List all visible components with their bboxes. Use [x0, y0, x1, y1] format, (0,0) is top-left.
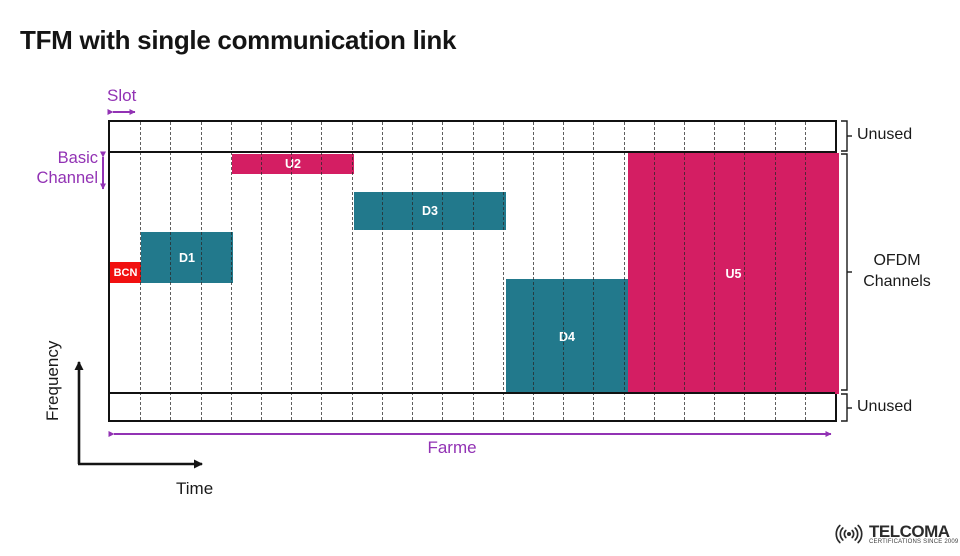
- block-label: U2: [285, 157, 301, 171]
- allocation-block-u5: U5: [628, 153, 839, 394]
- unused-bottom-label: Unused: [857, 398, 913, 415]
- slot-gridline: [412, 122, 414, 420]
- allocation-block-bcn: BCN: [110, 262, 141, 283]
- tfm-grid: BCN D1 U2 D3 D4 U5: [108, 120, 839, 422]
- unused-top-label: Unused: [857, 126, 913, 143]
- slot-gridline: [683, 122, 685, 420]
- allocation-block-u2: U2: [232, 154, 354, 174]
- frame-label: Farme: [427, 438, 477, 457]
- block-label: U5: [725, 266, 742, 281]
- slot-gridline: [804, 122, 806, 420]
- slot-gridline: [623, 122, 625, 420]
- time-axis-label: Time: [176, 479, 214, 498]
- slot-gridline: [261, 122, 263, 420]
- slot-gridline: [593, 122, 595, 420]
- logo-brand-text: TELCOMA: [869, 521, 950, 541]
- slot-gridline: [653, 122, 655, 420]
- telcoma-logo: TELCOMA CERTIFICATIONS SINCE 2009: [831, 521, 958, 547]
- slot-gridline: [170, 122, 172, 420]
- allocation-block-d1: D1: [141, 232, 233, 283]
- frequency-axis-label: Frequency: [43, 340, 62, 421]
- slot-gridline: [563, 122, 565, 420]
- slot-gridline: [774, 122, 776, 420]
- slot-gridline: [291, 122, 293, 420]
- slot-gridline: [532, 122, 534, 420]
- unused-top-boundary-line: [110, 151, 835, 153]
- block-label: D3: [422, 204, 438, 218]
- slot-gridline: [744, 122, 746, 420]
- page-title: TFM with single communication link: [20, 25, 457, 55]
- slot-gridline: [381, 122, 383, 420]
- slot-gridline: [200, 122, 202, 420]
- slot-gridline: [472, 122, 474, 420]
- block-label: D1: [179, 250, 195, 265]
- basic-channel-label: Basic Channel: [36, 149, 98, 187]
- slot-gridline: [442, 122, 444, 420]
- slot-gridline: [321, 122, 323, 420]
- slot-gridline: [714, 122, 716, 420]
- unused-bottom-bracket: [841, 393, 852, 422]
- block-label: D4: [559, 329, 575, 344]
- slot-gridline: [230, 122, 232, 420]
- slot-gridline: [351, 122, 353, 420]
- block-label: BCN: [113, 266, 138, 279]
- logo-tagline: CERTIFICATIONS SINCE 2009: [869, 538, 959, 545]
- slot-gridline: [140, 122, 142, 420]
- radio-waves-icon: [835, 524, 863, 544]
- unused-top-bracket: [841, 120, 852, 152]
- allocation-block-d4: D4: [506, 279, 628, 394]
- allocation-block-d3: D3: [354, 192, 506, 230]
- ofdm-channels-label: OFDM Channels: [863, 252, 931, 290]
- unused-bottom-boundary-line: [110, 392, 835, 394]
- slot-label: Slot: [107, 86, 137, 105]
- slot-gridline: [502, 122, 504, 420]
